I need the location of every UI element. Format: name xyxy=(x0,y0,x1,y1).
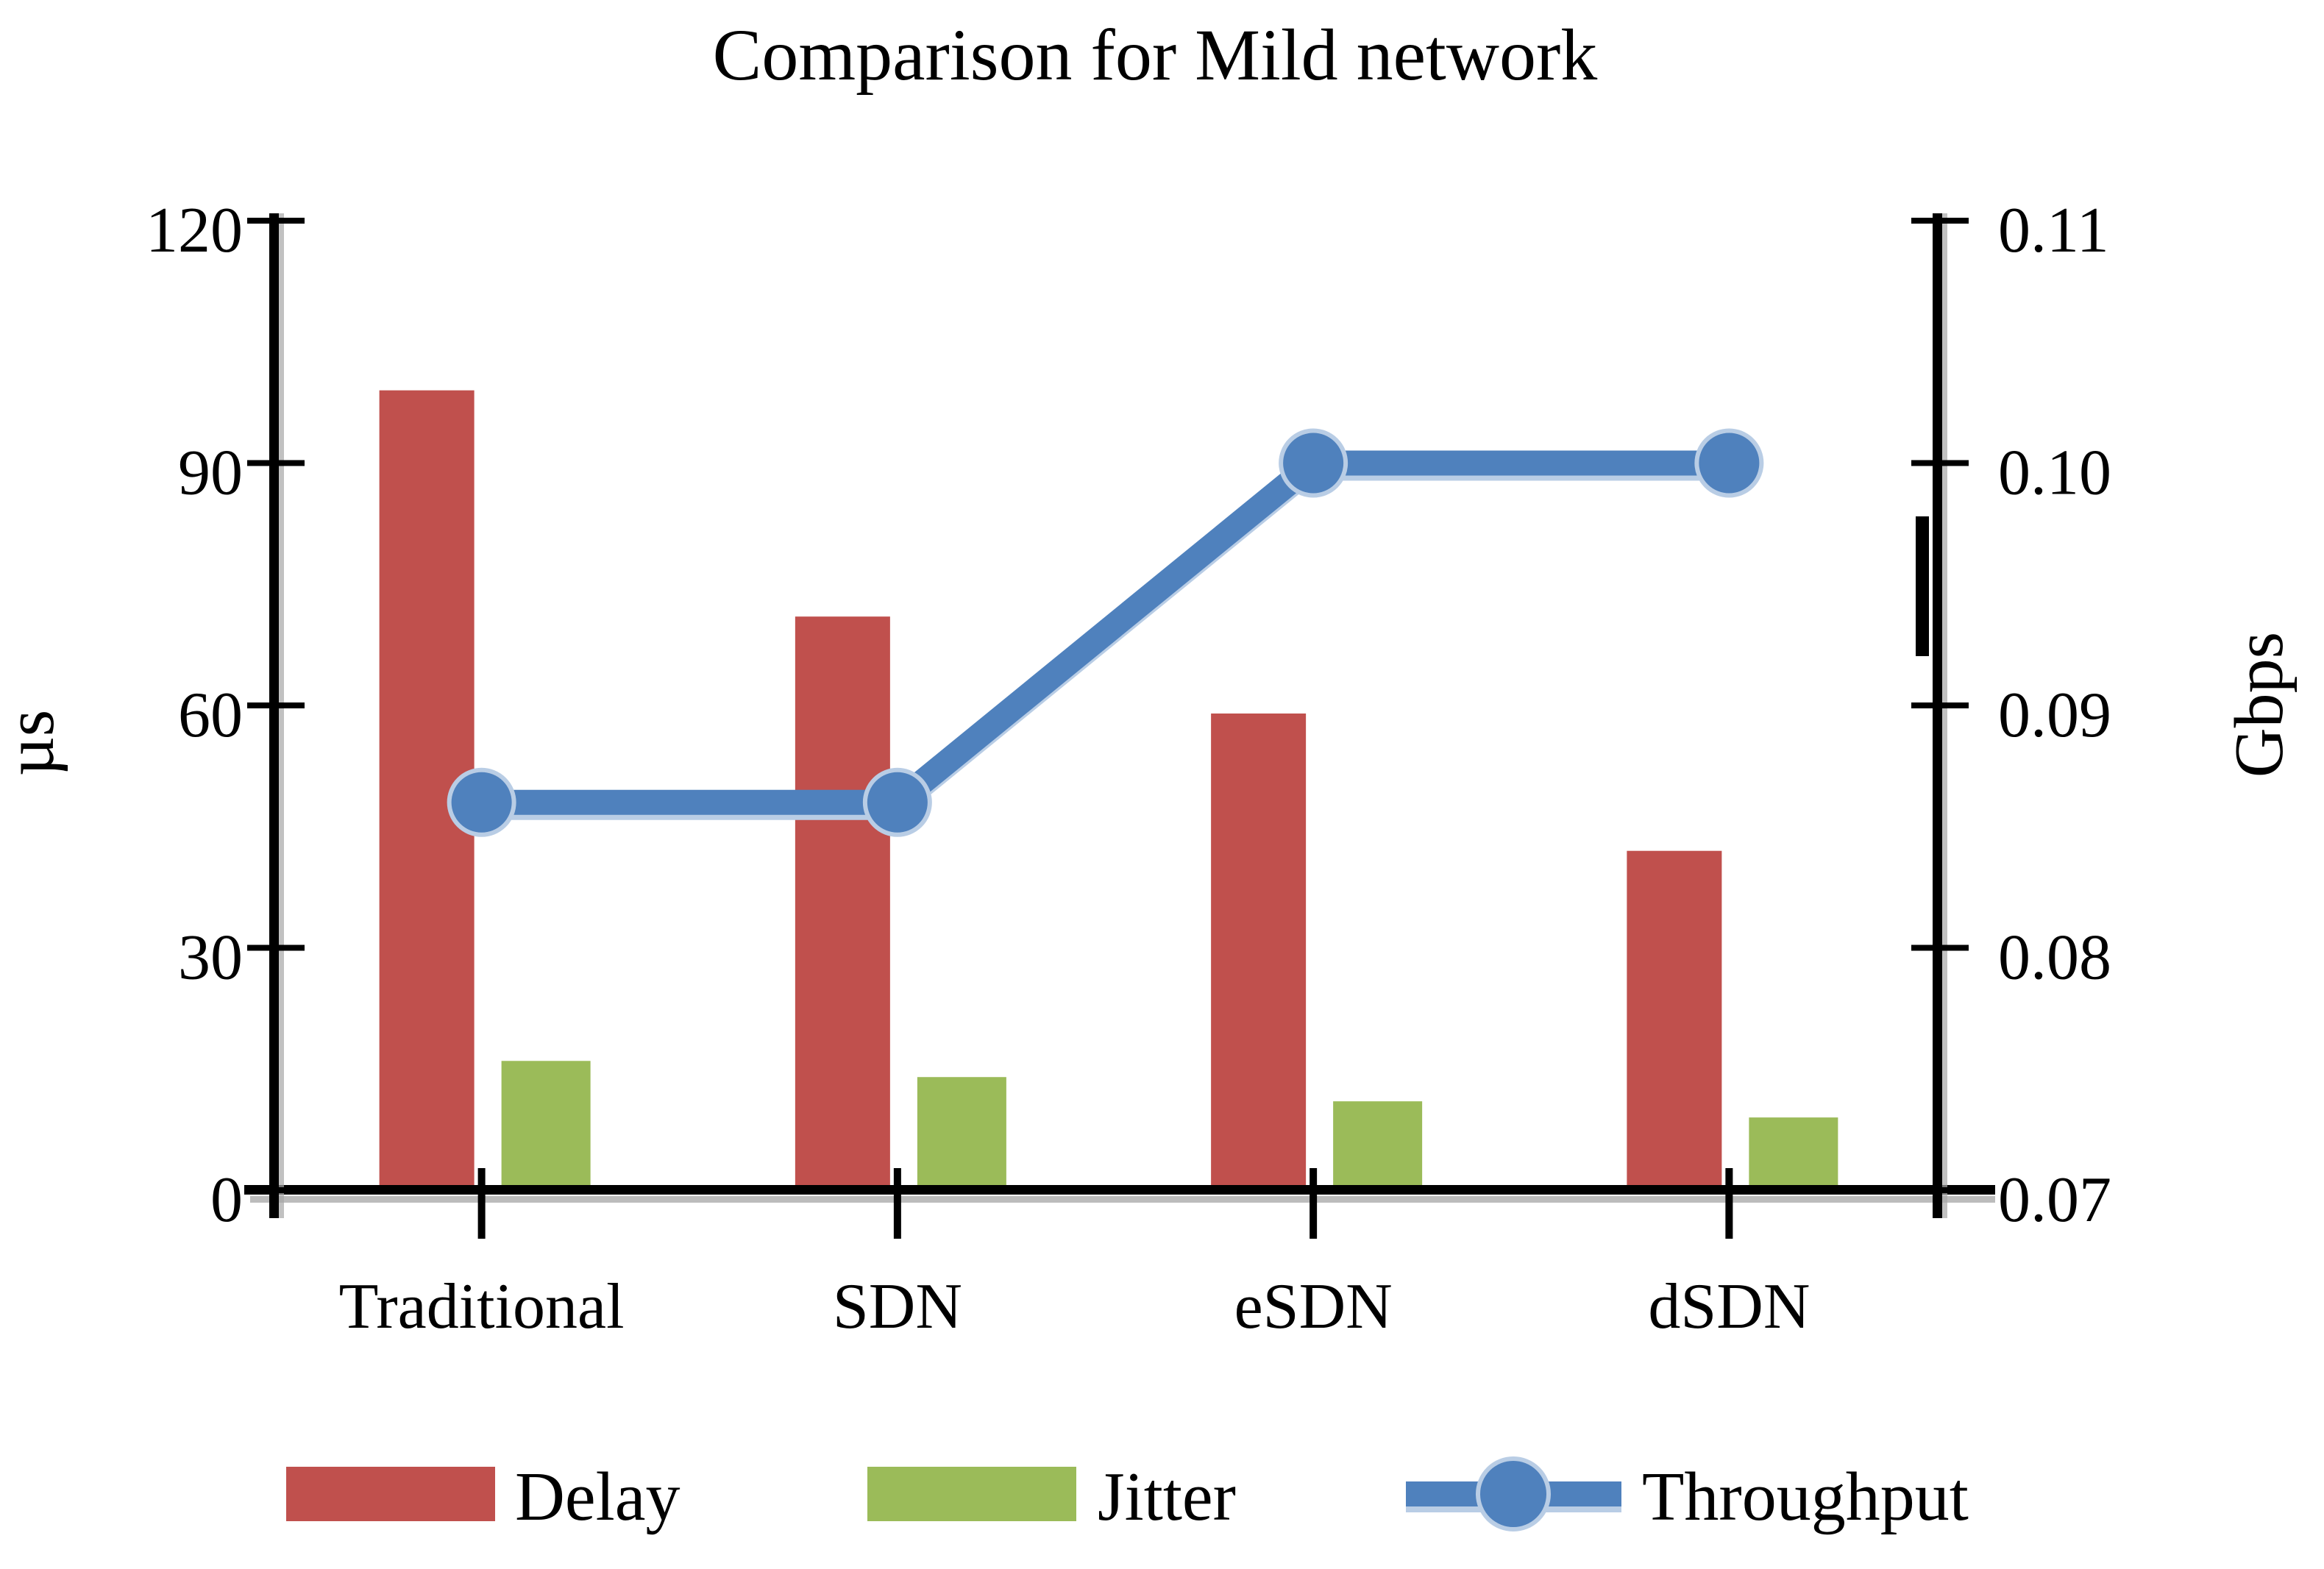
right-axis-tick-0.08 xyxy=(1911,944,1969,951)
left-axis-tick-60 xyxy=(247,702,305,708)
x-axis-label-traditional: Traditional xyxy=(339,1271,625,1342)
bar-delay-sdn xyxy=(795,616,890,1190)
bar-jitter-sdn xyxy=(917,1077,1006,1190)
left-axis-shadow xyxy=(279,213,284,1218)
right-axis-shadow xyxy=(1942,213,1947,1218)
left-axis-tick-30 xyxy=(247,944,305,951)
right-axis-tick-0.09 xyxy=(1911,702,1969,708)
plot-area: 0 30 60 90 120 0.07 0.08 0.09 0.10 0.11 Traditiona… xyxy=(0,195,2298,1535)
right-axis-tick-label-0.08: 0.08 xyxy=(1998,922,2111,994)
x-axis-tick-traditional xyxy=(477,1168,486,1239)
right-axis-tick-label-0.10: 0.10 xyxy=(1998,438,2111,509)
x-axis-shadow xyxy=(250,1196,1995,1203)
bar-jitter-traditional xyxy=(501,1061,591,1190)
x-axis-tick-dsdn xyxy=(1725,1168,1733,1239)
x-axis-tick-esdn xyxy=(1310,1168,1318,1239)
throughput-line xyxy=(469,450,1742,815)
throughput-marker-esdn xyxy=(1279,428,1348,498)
x-axis-label-sdn: SDN xyxy=(833,1271,962,1342)
throughput-marker-traditional xyxy=(447,767,516,837)
right-axis-tick-0.10 xyxy=(1911,460,1969,466)
right-axis-artifact-mark xyxy=(1916,516,1929,656)
x-axis-tick-sdn xyxy=(893,1168,901,1239)
legend-swatch-delay xyxy=(286,1467,495,1521)
legend-label-delay: Delay xyxy=(515,1459,680,1535)
bar-delay-dsdn xyxy=(1627,850,1722,1190)
legend-label-jitter: Jitter xyxy=(1098,1459,1236,1535)
left-axis-title: µs xyxy=(0,710,68,777)
legend-swatch-jitter xyxy=(867,1467,1076,1521)
left-axis-line xyxy=(269,213,279,1218)
chart-title: Comparison for Mild network xyxy=(713,14,1598,96)
left-axis-tick-0 xyxy=(247,1187,305,1193)
right-axis-tick-0.07 xyxy=(1911,1187,1969,1193)
right-axis-tick-label-0.09: 0.09 xyxy=(1998,680,2111,751)
right-axis-title: Gbps xyxy=(2221,632,2298,778)
right-axis-tick-0.11 xyxy=(1911,218,1969,224)
left-axis-tick-label-30: 30 xyxy=(178,922,243,994)
throughput-marker-dsdn xyxy=(1694,428,1764,498)
bar-jitter-dsdn xyxy=(1749,1117,1838,1190)
throughput-marker-sdn xyxy=(862,767,932,837)
right-axis-tick-label-0.07: 0.07 xyxy=(1998,1164,2111,1236)
left-axis-tick-label-0: 0 xyxy=(210,1164,243,1236)
legend-marker-throughput xyxy=(1476,1456,1551,1531)
bar-delay-esdn xyxy=(1211,713,1307,1190)
x-axis-line xyxy=(244,1185,1995,1195)
right-axis-line xyxy=(1933,213,1942,1218)
left-axis-tick-label-120: 120 xyxy=(146,195,243,266)
bar-jitter-esdn xyxy=(1333,1101,1423,1190)
left-axis-tick-90 xyxy=(247,460,305,466)
left-axis-tick-120 xyxy=(247,218,305,224)
left-axis-tick-label-60: 60 xyxy=(178,680,243,751)
x-axis-label-dsdn: dSDN xyxy=(1648,1271,1810,1342)
left-axis-tick-label-90: 90 xyxy=(178,438,243,509)
right-axis-tick-label-0.11: 0.11 xyxy=(1998,195,2109,266)
legend-label-throughput: Throughput xyxy=(1642,1459,1969,1535)
x-axis-label-esdn: eSDN xyxy=(1234,1271,1393,1342)
